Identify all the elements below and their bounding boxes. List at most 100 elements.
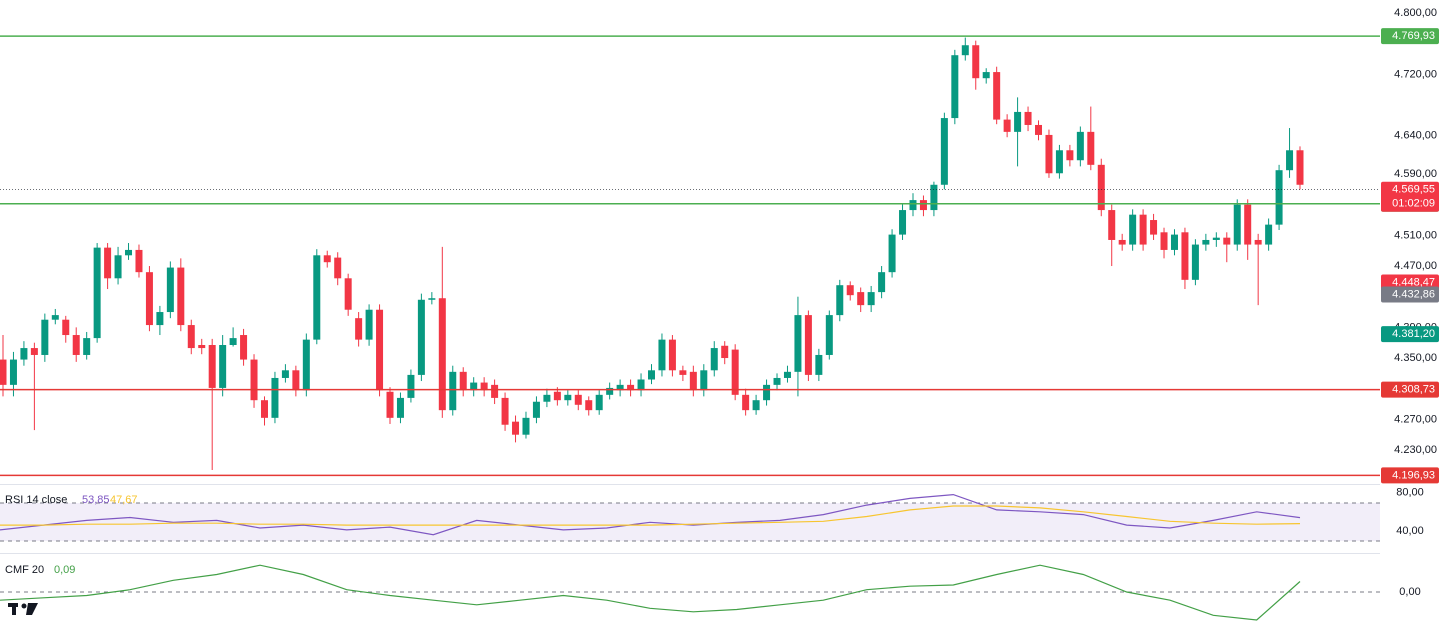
candle-body [219, 345, 227, 388]
logo [8, 603, 38, 615]
candle-body [271, 377, 279, 418]
candle-body [1223, 237, 1231, 245]
candle-body [491, 384, 499, 398]
price-label-box [1381, 326, 1439, 343]
candle-body [867, 292, 875, 306]
candle-body [1097, 164, 1105, 211]
candle-body [1170, 234, 1178, 250]
rsi-band [0, 503, 1380, 541]
candle-body [51, 315, 59, 320]
candle-body [1275, 170, 1283, 225]
candle-body [1066, 150, 1074, 161]
candle-body [501, 397, 509, 425]
candle-body [888, 234, 896, 273]
y-tick-label: 4.350,00 [1394, 352, 1437, 364]
price-label-box [1381, 286, 1439, 303]
candle-body [292, 370, 300, 391]
candle-body [72, 335, 80, 355]
candle-body [83, 338, 91, 355]
candle-body [1035, 124, 1043, 135]
candle-body [156, 312, 164, 326]
cmf-tick-label: 0,00 [1399, 586, 1420, 598]
candle-body [585, 400, 593, 411]
candle-body [689, 371, 697, 391]
candle-body [104, 247, 112, 279]
candle-body [564, 394, 572, 401]
level-label: 4.196,93 [1392, 469, 1435, 481]
candle-body [166, 267, 174, 313]
candle-body [93, 247, 101, 339]
candle-body [20, 348, 28, 360]
y-tick-label: 4.470,00 [1394, 260, 1437, 272]
candle-body [616, 384, 624, 391]
candle-body [878, 272, 886, 293]
price-label-box [1381, 181, 1439, 212]
candle-body [417, 299, 425, 375]
candle-body [773, 377, 781, 385]
candle-body [940, 118, 948, 185]
price-label: 4.448,47 [1392, 276, 1435, 288]
candle-body [658, 339, 666, 371]
candle-body [41, 319, 49, 355]
candle-body [198, 345, 206, 349]
candle-body [1003, 119, 1011, 132]
candle-body [250, 359, 258, 401]
candle-body [313, 255, 321, 340]
price-label: 4.569,55 [1392, 184, 1435, 196]
rsi-tick-label: 80,00 [1396, 487, 1424, 499]
candle-body [135, 249, 143, 273]
candle-body [1296, 150, 1304, 185]
level-label-box [1381, 28, 1439, 45]
cmf-title: CMF 20 [5, 564, 44, 576]
candle-body [825, 315, 833, 355]
candle-body [449, 371, 457, 411]
candle-body [1014, 111, 1022, 132]
candle-body [763, 384, 771, 401]
candle-body [344, 278, 352, 310]
candle-body [480, 382, 488, 391]
candle-body [0, 359, 7, 385]
level-label-box [1381, 467, 1439, 484]
level-label-box [1381, 381, 1439, 398]
candle-body [1108, 210, 1116, 240]
candle-body [9, 359, 17, 385]
candle-body [752, 400, 760, 411]
rsi-tick-label: 40,00 [1396, 525, 1424, 537]
candle-body [1265, 224, 1273, 245]
candle-body [731, 349, 739, 395]
candle-body [846, 285, 854, 296]
rsi-legend-value: 47,67 [110, 494, 138, 506]
rsi-line [0, 505, 1301, 526]
candle-body [1150, 220, 1158, 235]
rsi-title: RSI 14 close [5, 494, 67, 506]
candle-body [1118, 239, 1126, 245]
candle-body [1139, 214, 1147, 245]
candle-body [919, 200, 927, 211]
candle-body [637, 379, 645, 391]
candle-body [522, 417, 530, 435]
y-tick-label: 4.800,00 [1394, 7, 1437, 19]
candle-body [783, 371, 791, 378]
candle-body [606, 387, 614, 395]
candle-body [145, 272, 153, 326]
candle-body [930, 184, 938, 211]
y-tick-label: 4.590,00 [1394, 168, 1437, 180]
candle-body [240, 335, 248, 360]
y-tick-label: 4.640,00 [1394, 130, 1437, 142]
candle-body [1212, 237, 1220, 240]
candle-body [187, 325, 195, 349]
candle-body [1202, 239, 1210, 245]
candle-body [804, 315, 812, 375]
candle-body [1055, 150, 1063, 174]
candle-body [543, 394, 551, 402]
rsi-legend-value: 53,85 [82, 494, 110, 506]
candle-body [909, 200, 917, 211]
candle-body [710, 348, 718, 371]
candle-body [1160, 232, 1168, 250]
cmf-legend-value: 0,09 [54, 564, 75, 576]
candle-body [815, 354, 823, 375]
cmf-line [0, 564, 1301, 621]
candle-body [438, 298, 446, 411]
candle-body [386, 391, 394, 418]
candle-body [899, 210, 907, 235]
